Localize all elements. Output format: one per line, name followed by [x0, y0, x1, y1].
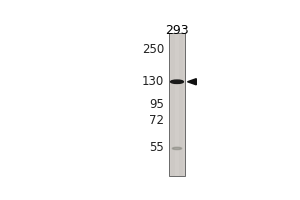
- Text: 72: 72: [149, 114, 164, 127]
- Text: 293: 293: [165, 24, 189, 37]
- Ellipse shape: [172, 147, 182, 150]
- Ellipse shape: [171, 80, 183, 83]
- Text: 95: 95: [149, 98, 164, 111]
- Text: 55: 55: [149, 141, 164, 154]
- Bar: [171, 35, 183, 176]
- Bar: [169, 33, 185, 176]
- Text: 130: 130: [142, 75, 164, 88]
- Bar: [175, 35, 179, 176]
- Text: 250: 250: [142, 43, 164, 56]
- Polygon shape: [188, 79, 196, 85]
